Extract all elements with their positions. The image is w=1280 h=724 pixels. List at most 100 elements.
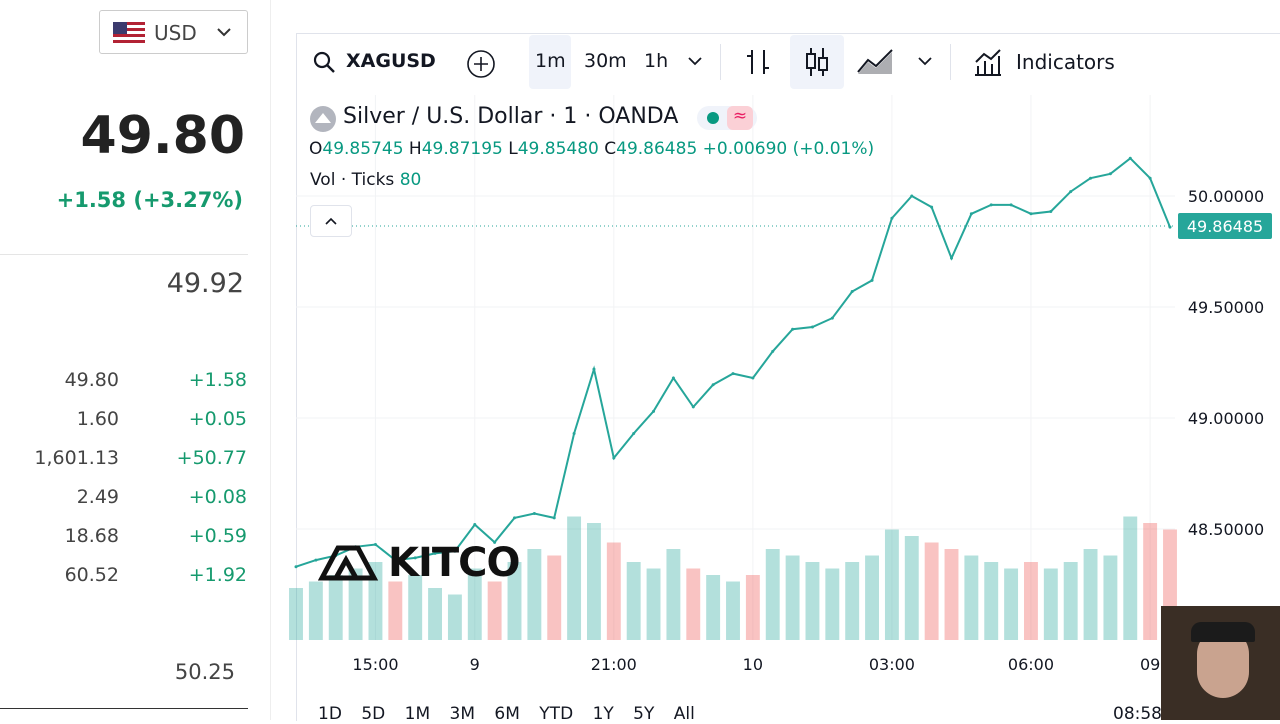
volume-bar [944,549,959,640]
price-point [711,383,715,387]
volume-bar [467,568,482,640]
chevron-icon[interactable] [916,54,934,68]
range-button[interactable]: YTD [539,704,574,724]
price-point [1108,172,1112,176]
volume-bar [308,581,323,640]
interval-button[interactable]: 1m [535,50,566,72]
currency-label: USD [154,21,197,45]
divider [720,44,721,80]
interval-button[interactable]: 1h [644,50,669,72]
volume-label: Vol · Ticks [310,170,395,190]
price-point [830,316,834,320]
volume-bar [765,549,780,640]
add-icon[interactable] [465,48,497,80]
volume-bar [964,555,979,640]
ohlc-key: L [508,139,518,159]
price-point [771,349,775,353]
bottom-price: 50.25 [174,660,235,684]
range-button[interactable]: 6M [494,704,520,724]
y-tick-label: 49.50000 [1188,298,1264,317]
volume-bar [845,562,860,640]
price-point [751,376,755,380]
volume-bar [1123,516,1138,640]
volume-bar [328,575,343,640]
last-price-label: 49.86485 [1187,217,1263,236]
price-point [1089,176,1093,180]
volume-bar [507,562,522,640]
price-point [671,376,675,380]
chart-panel [296,33,1280,721]
ohlc-value: 49.85480 [517,139,599,159]
price-point [632,432,636,436]
volume-bar [587,523,601,640]
price-point [373,543,377,547]
price-point [950,256,953,260]
price-point [870,278,874,282]
price-point [453,549,457,553]
secondary-price: 49.92 [166,268,244,299]
price-point [930,205,934,209]
volume-bar [547,555,562,640]
row-value: 2.49 [76,486,119,508]
candles-icon[interactable] [802,44,832,80]
price-point [731,372,735,376]
ohlc-value: 49.87195 [421,139,503,159]
area-icon[interactable] [856,46,896,76]
watermark: KITCO [317,540,521,586]
search-icon[interactable] [312,50,336,74]
range-button[interactable]: 1Y [592,704,614,724]
range-button[interactable]: 5Y [633,704,655,724]
range-button[interactable]: 5D [361,704,386,724]
volume-bar [984,562,999,640]
price-point [572,432,576,436]
row-change: +0.59 [188,525,247,547]
ohlc-value: 49.86485 [616,139,698,159]
bars-icon[interactable] [744,46,772,78]
range-button[interactable]: All [673,704,695,724]
range-button[interactable]: 1M [404,704,431,724]
row-change: +0.08 [188,486,247,508]
flag-icon [113,22,145,43]
range-button[interactable]: 3M [449,704,475,724]
selected-bg [529,35,571,89]
collapse-button[interactable] [310,205,352,237]
currency-select[interactable]: USD [99,10,248,54]
x-tick-label: 09 [1140,655,1160,674]
left-panel: USD 49.80 +1.58 (+3.27%) 49.92 49.80 +1.5… [0,0,271,720]
volume-value: 80 [399,170,422,190]
silver-icon [310,106,336,132]
row-value: 1.60 [76,408,119,430]
interval-button[interactable]: 30m [584,50,627,72]
indicators-icon[interactable] [972,46,1004,78]
volume-bar [706,575,721,640]
price-point [393,558,397,562]
status-dot [707,112,719,124]
price-point [433,551,437,555]
symbol[interactable]: XAGUSD [346,50,436,72]
volume-bar [745,575,760,640]
volume-legend: Vol · Ticks 80 [310,170,421,190]
y-tick-label: 50.00000 [1188,187,1264,206]
x-tick-label: 15:00 [352,655,398,674]
indicators-button[interactable]: Indicators [1016,50,1115,74]
chevron-icon[interactable] [686,54,704,68]
price-point [473,523,477,527]
ohlc-change: +0.00690 (+0.01%) [702,139,875,159]
range-button[interactable]: 1D [318,704,342,724]
volume-bar [1063,562,1078,640]
volume-bar [666,549,681,640]
webcam [1161,606,1280,720]
y-tick-label: 48.50000 [1188,520,1264,539]
chevron-icon [217,28,231,37]
status-icon: ≈ [727,106,753,130]
row-value: 49.80 [64,369,119,391]
volume-bar [1143,523,1158,640]
volume-bar [626,562,641,640]
webcam-cap [1191,622,1255,642]
volume-bar [1004,568,1019,640]
price-point [989,203,993,207]
last-price-box [1178,213,1272,240]
volume-bar [348,568,363,640]
